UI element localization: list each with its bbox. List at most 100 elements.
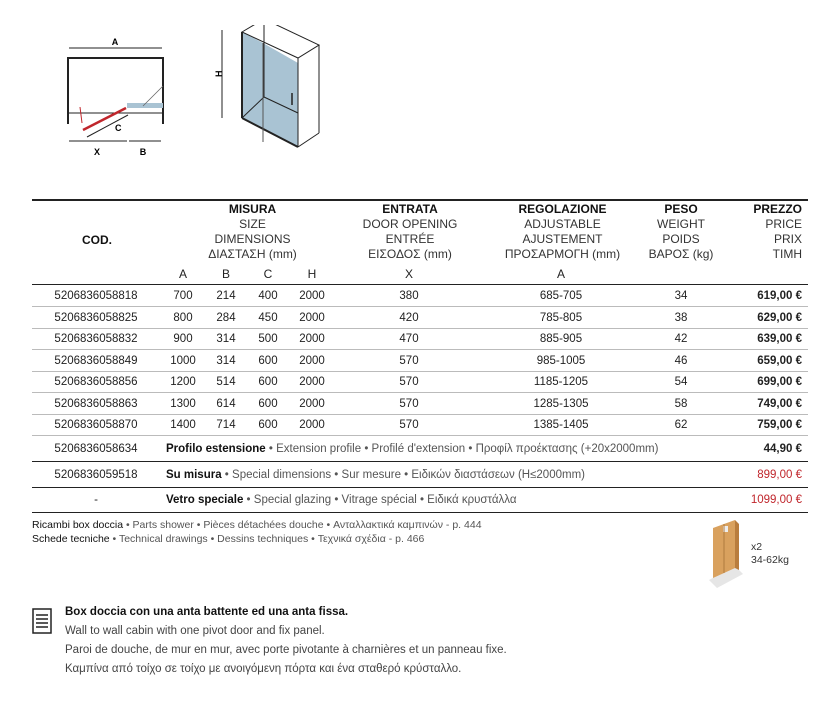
cell: 659,00 € (757, 354, 802, 367)
label-a: A (112, 37, 119, 47)
cell: 2000 (299, 290, 325, 302)
extra-code: 5206836059518 (54, 468, 138, 481)
footer-parts: Ricambi box doccia • Parts shower • Pièc… (32, 519, 482, 531)
header-prezzo: PREZZO PRICE PRIX ΤΙΜΗ (753, 202, 802, 261)
extra-desc: • Special dimensions • Sur mesure • Ειδι… (221, 468, 585, 481)
cell: 800 (173, 311, 193, 324)
cell: 900 (173, 333, 193, 345)
cell: 46 (674, 354, 688, 367)
cell: 314 (216, 354, 236, 367)
sub-header-adjust-a: A (556, 267, 565, 281)
cell: 749,00 € (757, 397, 802, 410)
package-info: x2 34-62kg (751, 541, 789, 566)
extra-row: 5206836059518 Su misura • Special dimens… (32, 463, 808, 488)
cell: 619,00 € (757, 290, 802, 302)
cell: 1285-1305 (533, 397, 589, 410)
table-row: 5206836058825 800 284 450 2000 420 785-805 38 62… (32, 308, 808, 329)
cell: 759,00 € (757, 419, 802, 431)
extra-code: - (94, 494, 98, 506)
cell: 570 (399, 354, 419, 367)
extra-code: 5206836058634 (54, 443, 138, 455)
header-misura: MISURA SIZE DIMENSIONS ΔΙΑΣΤΑΣΗ (mm) (208, 202, 297, 261)
cell: 1185-1205 (533, 376, 589, 388)
cell: 5206836058870 (54, 419, 138, 431)
label-c: C (115, 123, 122, 133)
cell: 570 (399, 419, 419, 431)
cell: 470 (399, 333, 419, 345)
cell: 2000 (299, 419, 325, 431)
cell: 38 (674, 311, 688, 324)
cell: 685-705 (539, 290, 583, 302)
cell: 380 (399, 290, 419, 302)
cell: 1000 (170, 354, 196, 367)
cell: 514 (216, 376, 236, 388)
extra-price: 44,90 € (763, 443, 802, 455)
cell: 500 (258, 333, 278, 345)
cell: 614 (216, 397, 236, 410)
header-cod: COD. (82, 233, 112, 247)
description-title: Box doccia con una anta battente ed una … (65, 606, 349, 618)
table-row: 5206836058849 1000 314 600 2000 570 985-1005 46… (32, 351, 808, 372)
cell: 885-905 (539, 333, 583, 345)
table-top-rule (32, 199, 808, 201)
extra-label: Vetro speciale • Special glazing • Vitra… (166, 488, 706, 512)
footer-drawings: Schede tecniche • Technical drawings • D… (32, 533, 425, 545)
cell: 284 (216, 311, 236, 324)
label-h: H (214, 71, 224, 78)
cell: 5206836058832 (54, 333, 138, 345)
header-peso: PESO WEIGHT POIDS ΒΑΡΟΣ (kg) (648, 202, 714, 261)
cell: 1200 (170, 376, 196, 388)
cell: 2000 (299, 354, 325, 367)
cell: 5206836058849 (54, 354, 138, 367)
3d-diagram: H (214, 25, 321, 148)
cell: 629,00 € (757, 311, 802, 324)
extra-row: - Vetro speciale • Special glazing • Vit… (32, 488, 808, 513)
cell: 5206836058825 (54, 311, 138, 324)
extra-desc: • Special glazing • Vitrage spécial • Ει… (243, 494, 517, 506)
description-gr: Καμπίνα από τοίχο σε τοίχο με ανοιγόμενη… (65, 663, 462, 675)
sub-headers: A B C H X A (0, 267, 833, 282)
cell: 639,00 € (757, 333, 802, 345)
document-icon (32, 608, 52, 634)
table-row: 5206836058863 1300 614 600 2000 570 1285-1305 5… (32, 394, 808, 415)
cell: 400 (258, 290, 278, 302)
extra-price: 899,00 € (757, 468, 802, 481)
cell: 450 (258, 311, 278, 324)
cell: 54 (674, 376, 688, 388)
header-regolazione: REGOLAZIONE ADJUSTABLE AJUSTEMENT ΠΡΟΣΑΡΜΟΓ… (504, 202, 621, 261)
header-rule (32, 284, 808, 285)
cell: 2000 (299, 333, 325, 345)
extra-label: Su misura • Special dimensions • Sur mes… (166, 463, 706, 487)
cell: 570 (399, 397, 419, 410)
extra-title: Profilo estensione (166, 443, 266, 455)
cell: 1385-1405 (533, 419, 589, 431)
cell: 314 (216, 333, 236, 345)
cell: 58 (674, 397, 688, 410)
cell: 600 (258, 419, 278, 431)
cell: 985-1005 (536, 354, 586, 367)
cell: 5206836058856 (54, 376, 138, 388)
cell: 570 (399, 376, 419, 388)
table-row: 5206836058818 700 214 400 2000 380 685-705 34 61… (32, 286, 808, 307)
extra-desc: • Extension profile • Profilé d'extensio… (265, 443, 659, 455)
description-fr: Paroi de douche, de mur en mur, avec por… (65, 644, 507, 656)
cell: 420 (399, 311, 419, 324)
sub-header-a: A (178, 267, 187, 281)
cell: 34 (674, 290, 688, 302)
extra-label: Profilo estensione • Extension profile •… (166, 437, 706, 461)
header-entrata: ENTRATA DOOR OPENING ENTRÉE ΕΙΣΟΔΟΣ (mm) (362, 202, 458, 261)
cell: 1400 (170, 419, 196, 431)
table-row: 5206836058832 900 314 500 2000 470 885-905 42 63… (32, 329, 808, 350)
cell: 600 (258, 354, 278, 367)
extra-row: 5206836058634 Profilo estensione • Exten… (32, 437, 808, 462)
cell: 5206836058863 (54, 397, 138, 410)
sub-header-x: X (404, 267, 413, 281)
cell: 214 (216, 290, 236, 302)
cell: 2000 (299, 311, 325, 324)
label-b: B (140, 147, 147, 157)
cell: 785-805 (539, 311, 583, 324)
sub-header-c: C (263, 267, 273, 281)
cell: 600 (258, 376, 278, 388)
sub-header-b: B (221, 267, 230, 281)
cell: 699,00 € (757, 376, 802, 388)
